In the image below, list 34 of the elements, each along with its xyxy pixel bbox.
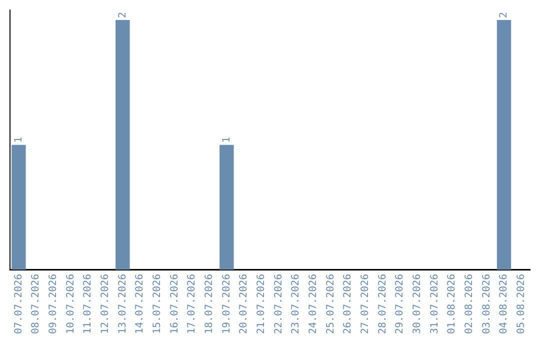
x-tick-label: 09.07.2026 — [48, 274, 59, 334]
x-tick-label: 13.07.2026 — [117, 274, 128, 334]
x-tick-label: 16.07.2026 — [169, 274, 180, 334]
x-tick-label: 21.07.2026 — [256, 274, 267, 334]
data-label: 2 — [498, 12, 510, 18]
x-tick-label: 27.07.2026 — [360, 274, 371, 334]
x-tick-label: 17.07.2026 — [186, 274, 198, 334]
x-tick-label: 29.07.2026 — [394, 274, 406, 334]
x-tick-label: 20.07.2026 — [238, 274, 250, 334]
x-tick-label: 19.07.2026 — [221, 274, 232, 334]
x-tick-label: 28.07.2026 — [377, 274, 388, 334]
x-tick-label: 31.07.2026 — [429, 274, 440, 334]
x-tick-label: 24.07.2026 — [308, 274, 319, 334]
x-tick-label: 11.07.2026 — [82, 274, 94, 334]
x-tick-label: 03.08.2026 — [481, 274, 492, 334]
x-tick-label: 22.07.2026 — [273, 274, 284, 334]
x-tick-label: 10.07.2026 — [65, 274, 76, 334]
x-tick-label: 15.07.2026 — [152, 274, 163, 334]
x-tick-label: 26.07.2026 — [342, 274, 354, 334]
data-label: 1 — [221, 136, 232, 143]
x-tick-label: 12.07.2026 — [100, 274, 111, 334]
x-tick-label: 25.07.2026 — [325, 274, 336, 334]
x-tick-label: 23.07.2026 — [290, 274, 302, 334]
x-tick-label: 07.07.2026 — [13, 274, 24, 334]
x-tick-label: 05.08.2026 — [516, 274, 527, 334]
x-tick-label: 18.07.2026 — [204, 274, 215, 334]
x-tick-label: 08.07.2026 — [30, 274, 42, 334]
x-tick-label: 04.08.2026 — [498, 274, 510, 334]
data-label: 2 — [117, 12, 128, 18]
x-tick-label: 30.07.2026 — [412, 274, 423, 334]
x-tick-label: 02.08.2026 — [464, 274, 475, 334]
data-label: 1 — [13, 136, 24, 143]
x-tick-label: 14.07.2026 — [134, 274, 146, 334]
x-tick-label: 01.08.2026 — [446, 274, 458, 334]
